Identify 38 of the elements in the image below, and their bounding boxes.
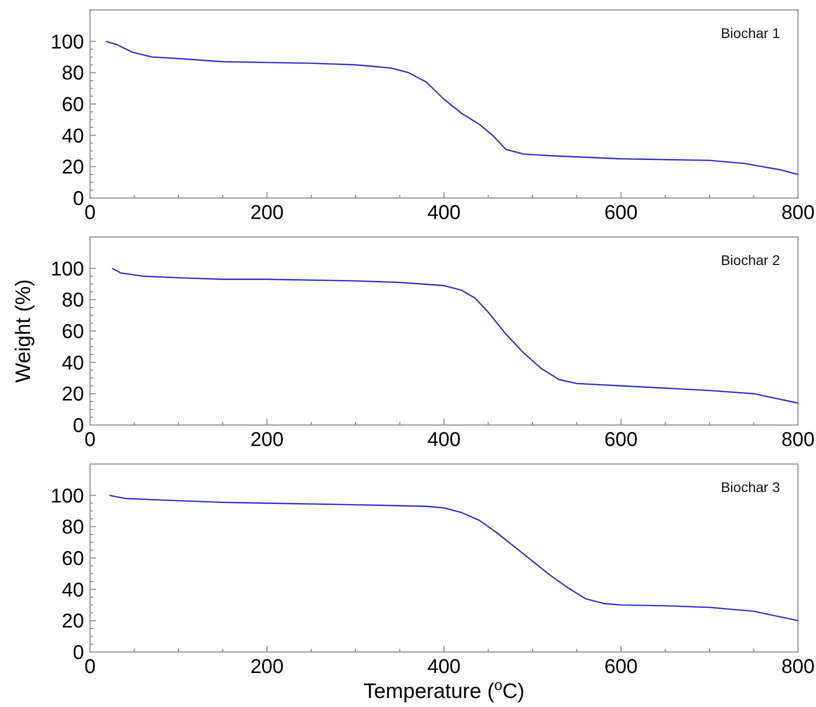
x-tick-label: 200: [250, 429, 284, 451]
x-tick-label: 800: [781, 202, 815, 224]
text: Biochar 1: [720, 25, 780, 41]
y-tick-label: 20: [62, 384, 84, 406]
x-axis-title: Temperature ($^{o}$C): [363, 678, 525, 703]
y-tick-label: 80: [62, 62, 84, 85]
x-tick-label: 200: [250, 656, 284, 678]
x-tick-label: 800: [781, 656, 815, 678]
x-tick-label: 600: [604, 202, 638, 224]
y-tick-label: 0: [72, 188, 84, 210]
text: Biochar 3: [720, 479, 780, 495]
x-tick-label: 400: [427, 656, 461, 678]
x-tick-label: 400: [427, 202, 461, 224]
x-tick-label: 600: [604, 656, 638, 678]
y-tick-label: 100: [50, 31, 84, 54]
y-tick-label: 60: [62, 548, 84, 570]
y-tick-label: 20: [62, 610, 84, 633]
y-tick-label: 80: [62, 516, 84, 539]
x-tick-label: 600: [604, 429, 638, 451]
y-tick-label: 0: [72, 415, 84, 437]
x-tick-label: 400: [427, 429, 461, 451]
y-tick-label: 0: [72, 642, 84, 664]
y-tick-label: 100: [50, 258, 84, 280]
line-series: [111, 268, 799, 404]
y-tick-label: 60: [62, 94, 84, 116]
text: Biochar 2: [720, 252, 780, 268]
y-tick-label: 80: [62, 290, 84, 312]
y-tick-label: 40: [62, 579, 84, 602]
line-series: [105, 40, 799, 176]
y-tick-label: 20: [62, 156, 84, 179]
y-axis-title: Weight (%): [12, 279, 35, 383]
y-tick-label: 40: [62, 352, 84, 374]
line-series: [108, 494, 799, 622]
y-tick-label: 100: [50, 485, 84, 508]
y-tick-label: 40: [62, 125, 84, 148]
x-tick-label: 800: [781, 429, 815, 451]
y-tick-label: 60: [62, 321, 84, 343]
x-tick-label: 200: [250, 202, 284, 224]
